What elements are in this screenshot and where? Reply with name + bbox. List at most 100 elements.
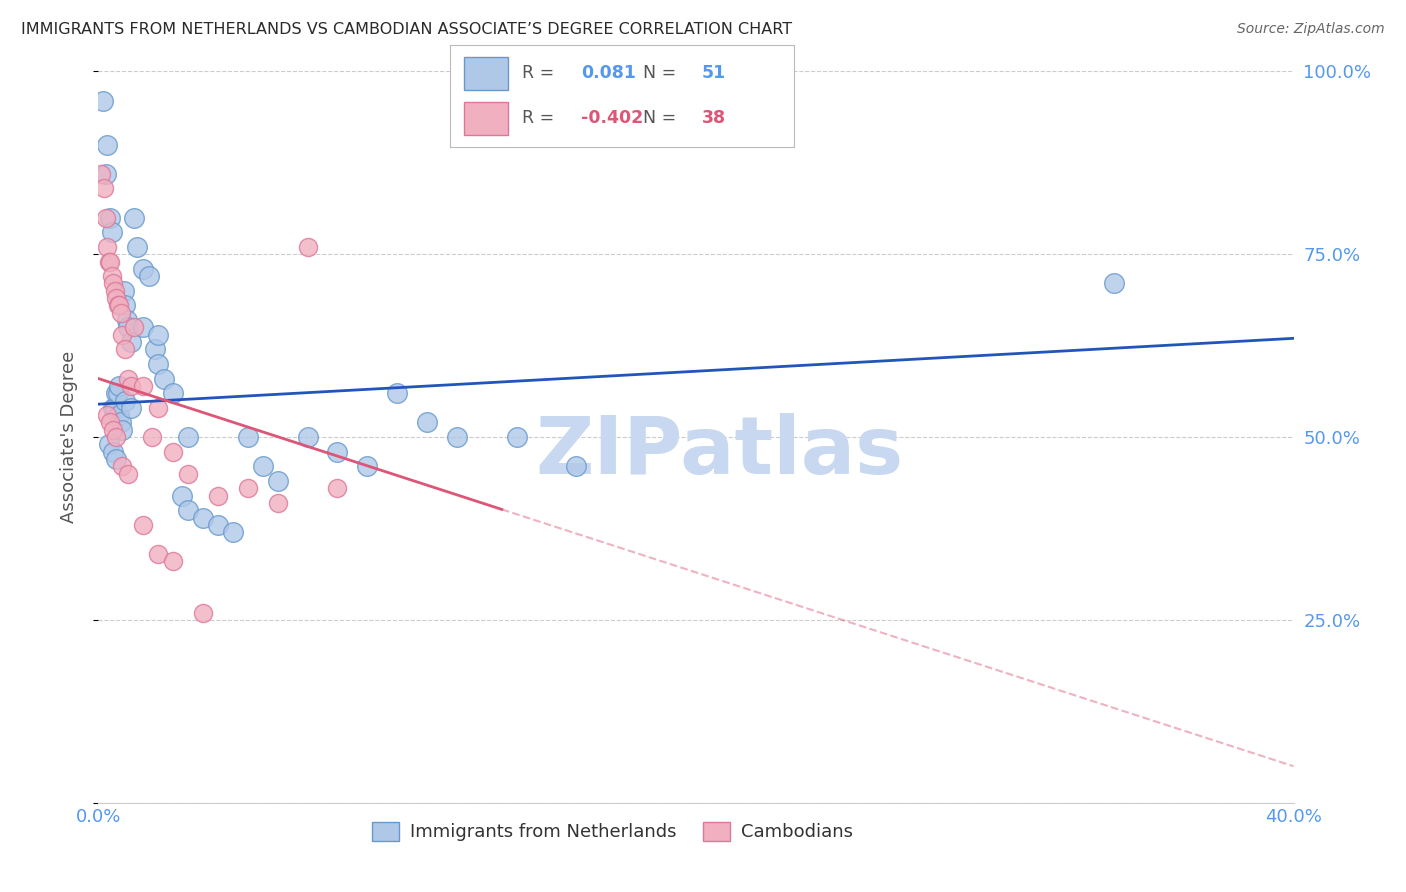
Point	[207, 517, 229, 532]
Point	[105, 291, 128, 305]
Point	[191, 510, 214, 524]
Point	[177, 467, 200, 481]
Y-axis label: Associate's Degree: Associate's Degree	[59, 351, 77, 524]
Point	[110, 306, 132, 320]
Point	[105, 386, 128, 401]
Point	[90, 167, 112, 181]
Point	[416, 416, 439, 430]
Point	[132, 517, 155, 532]
Point	[114, 298, 136, 312]
Point	[148, 357, 170, 371]
Point	[120, 401, 142, 415]
Point	[117, 320, 139, 334]
Point	[103, 277, 125, 291]
Point	[132, 379, 155, 393]
Point	[297, 430, 319, 444]
Point	[385, 386, 409, 401]
Point	[506, 430, 529, 444]
Point	[172, 489, 194, 503]
Point	[105, 430, 128, 444]
Point	[252, 459, 274, 474]
Point	[110, 416, 132, 430]
Point	[111, 459, 134, 474]
Text: N =: N =	[643, 110, 682, 128]
Point	[103, 423, 125, 437]
Text: -0.402: -0.402	[581, 110, 643, 128]
Point	[91, 94, 114, 108]
Text: IMMIGRANTS FROM NETHERLANDS VS CAMBODIAN ASSOCIATE’S DEGREE CORRELATION CHART: IMMIGRANTS FROM NETHERLANDS VS CAMBODIAN…	[21, 22, 792, 37]
Text: Source: ZipAtlas.com: Source: ZipAtlas.com	[1237, 22, 1385, 37]
Point	[96, 240, 118, 254]
Point	[101, 269, 124, 284]
Point	[97, 437, 120, 451]
Point	[222, 525, 245, 540]
Point	[127, 240, 149, 254]
Point	[236, 481, 259, 495]
Point	[297, 240, 319, 254]
Text: 38: 38	[702, 110, 725, 128]
Point	[177, 503, 200, 517]
Point	[98, 416, 122, 430]
Point	[97, 254, 120, 268]
Point	[104, 401, 127, 415]
Point	[1104, 277, 1126, 291]
Point	[107, 386, 129, 401]
Point	[117, 371, 139, 385]
Point	[132, 261, 155, 276]
Point	[207, 489, 229, 503]
Point	[98, 211, 122, 225]
Point	[124, 320, 146, 334]
Point	[162, 554, 184, 568]
Point	[96, 137, 118, 152]
Point	[148, 401, 170, 415]
Point	[114, 343, 136, 357]
Point	[104, 284, 127, 298]
Point	[326, 444, 349, 458]
Point	[107, 298, 129, 312]
Point	[115, 313, 138, 327]
Point	[148, 547, 170, 561]
Point	[94, 211, 117, 225]
Point	[98, 254, 122, 268]
Point	[356, 459, 378, 474]
Point	[101, 225, 124, 239]
Legend: Immigrants from Netherlands, Cambodians: Immigrants from Netherlands, Cambodians	[364, 814, 860, 848]
Bar	[464, 102, 509, 135]
Point	[565, 459, 588, 474]
Point	[108, 408, 131, 422]
Text: 51: 51	[702, 64, 725, 82]
Point	[446, 430, 468, 444]
Point	[112, 284, 135, 298]
Point	[236, 430, 259, 444]
Point	[105, 452, 128, 467]
Point	[120, 334, 142, 349]
Point	[120, 379, 142, 393]
Point	[93, 181, 115, 195]
Point	[162, 444, 184, 458]
Text: R =: R =	[522, 64, 560, 82]
Point	[103, 444, 125, 458]
Point	[132, 320, 155, 334]
Text: R =: R =	[522, 110, 560, 128]
Point	[141, 430, 163, 444]
Point	[326, 481, 349, 495]
Point	[117, 467, 139, 481]
Point	[108, 379, 131, 393]
Bar	[464, 57, 509, 90]
Point	[103, 401, 125, 415]
Point	[191, 606, 214, 620]
Text: 0.081: 0.081	[581, 64, 636, 82]
Point	[124, 211, 146, 225]
Point	[267, 474, 290, 488]
Point	[177, 430, 200, 444]
Point	[114, 393, 136, 408]
Text: N =: N =	[643, 64, 682, 82]
Point	[108, 298, 131, 312]
Point	[148, 327, 170, 342]
Point	[111, 423, 134, 437]
Point	[162, 386, 184, 401]
Point	[153, 371, 176, 385]
Point	[94, 167, 117, 181]
Point	[138, 269, 160, 284]
Point	[267, 496, 290, 510]
